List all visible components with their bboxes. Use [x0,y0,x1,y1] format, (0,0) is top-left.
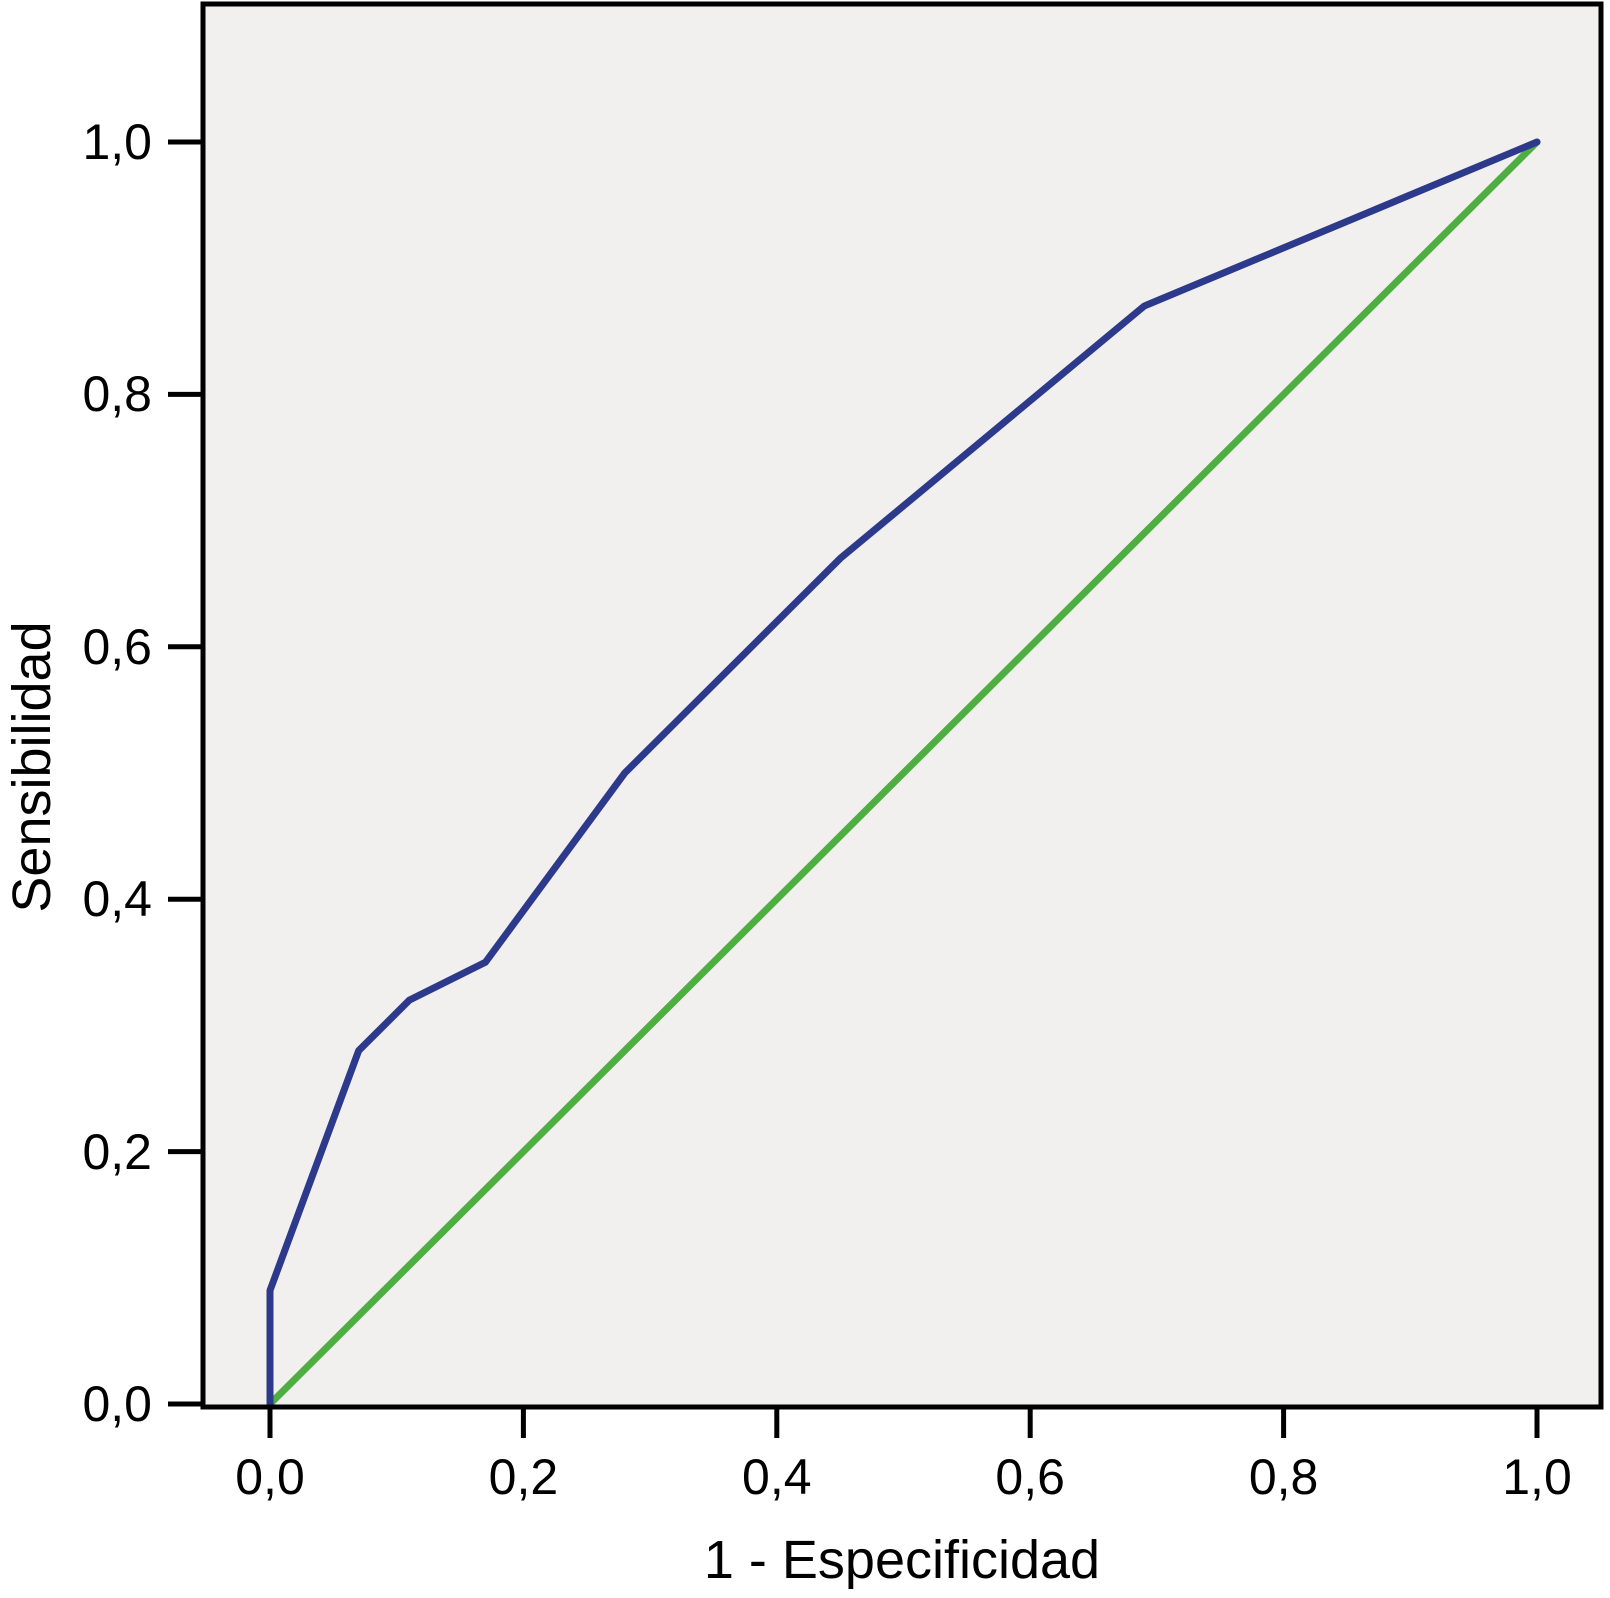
series-lines [266,138,1541,1408]
x-tick-label: 0,2 [488,1449,559,1505]
plot-background [203,4,1601,1407]
y-tick-label: 0,2 [82,1123,152,1180]
roc-curve-line [266,138,1541,1408]
x-tick-label: 0,0 [235,1449,305,1505]
y-tick-label: 1,0 [82,114,152,170]
y-tick-label: 0,4 [82,871,152,928]
x-axis-title: 1 - Especificidad [703,1530,1101,1590]
y-tick-label: 0,8 [82,366,152,423]
y-tick-label: 0,0 [82,1376,152,1432]
y-tick-label: 0,6 [82,618,152,675]
reference-diagonal-line [266,138,1541,1408]
y-axis-title: Sensibilidad [2,621,62,913]
tick-marks [168,139,1540,1438]
x-tick-label: 0,8 [1248,1449,1319,1505]
x-tick-label: 1,0 [1502,1449,1572,1505]
x-tick-label: 0,6 [995,1449,1065,1505]
plot-border [200,1,1604,1410]
x-tick-label: 0,4 [742,1449,812,1505]
